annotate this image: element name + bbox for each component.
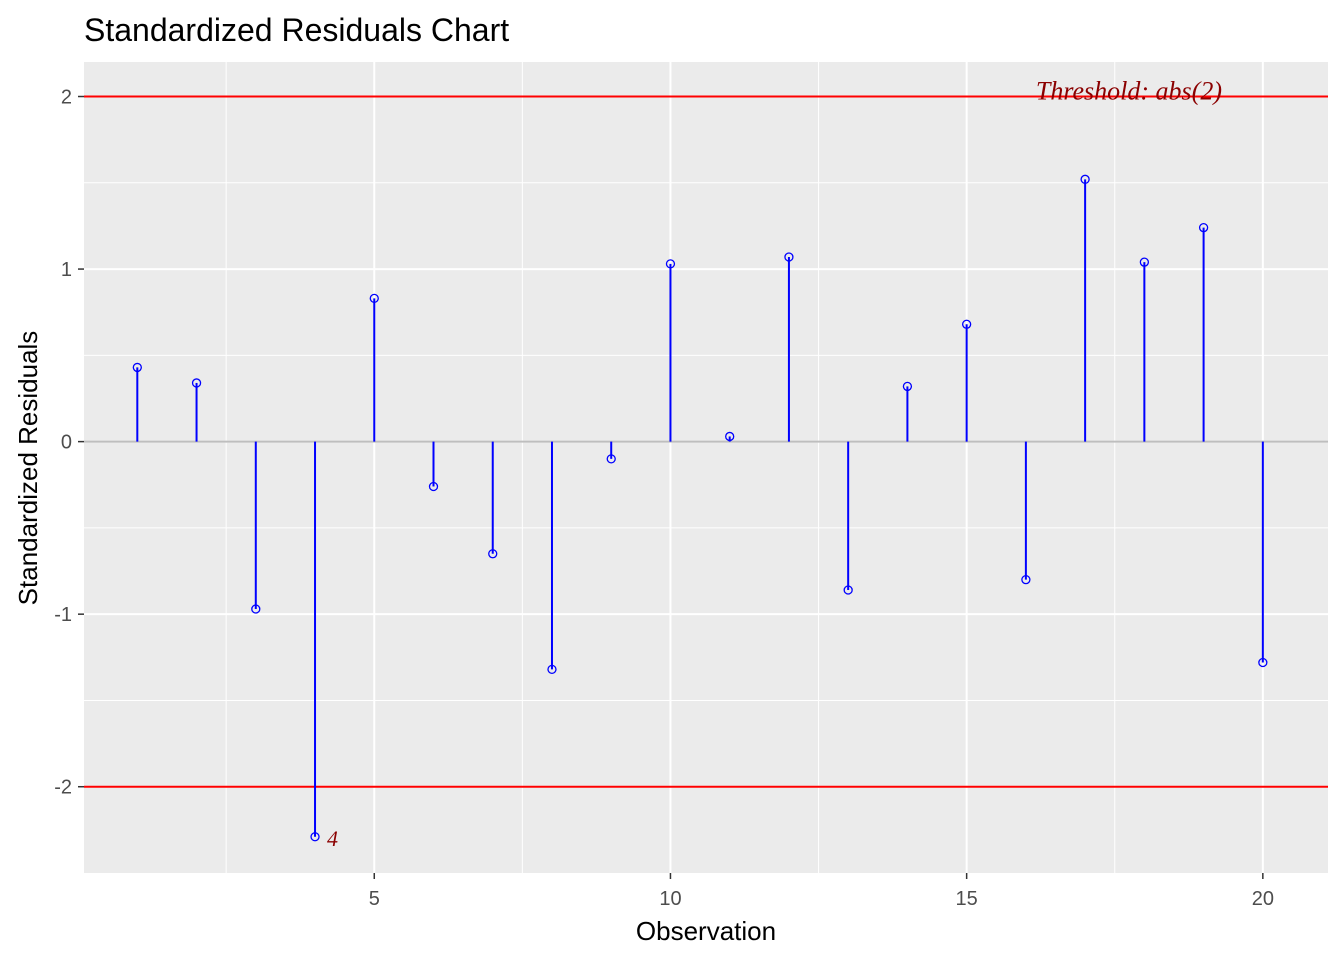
y-axis-ticks: -2 -1 0 1 2 bbox=[54, 87, 84, 799]
x-tick-label: 10 bbox=[659, 888, 681, 910]
y-tick-label: 1 bbox=[61, 259, 72, 281]
y-tick-label: 0 bbox=[61, 432, 72, 454]
chart-title: Standardized Residuals Chart bbox=[84, 12, 509, 48]
residual-point bbox=[1258, 657, 1268, 668]
residual-point bbox=[488, 549, 498, 559]
x-axis-ticks: 5 10 15 20 bbox=[369, 873, 1274, 910]
y-tick-label: -2 bbox=[54, 777, 72, 799]
residual-point bbox=[961, 319, 972, 329]
y-tick-label: -1 bbox=[54, 604, 72, 626]
x-axis-label: Observation bbox=[636, 916, 776, 946]
residual-point bbox=[428, 481, 439, 492]
residual-point bbox=[132, 362, 142, 373]
outlier-label: 4 bbox=[327, 826, 338, 851]
residual-point bbox=[310, 832, 320, 842]
residual-point bbox=[1021, 575, 1031, 585]
residual-point bbox=[191, 378, 202, 388]
x-tick-label: 5 bbox=[369, 888, 380, 910]
reference-lines bbox=[84, 95, 1328, 788]
residual-point bbox=[902, 381, 913, 392]
residual-point bbox=[251, 604, 261, 614]
residual-point bbox=[843, 585, 853, 595]
annotations: Threshold: abs(2) 4 bbox=[327, 77, 1222, 851]
stems bbox=[136, 179, 1264, 837]
residual-point bbox=[1139, 257, 1150, 267]
residual-point bbox=[1080, 174, 1090, 184]
residual-point bbox=[369, 293, 379, 304]
plot-panel bbox=[84, 62, 1328, 873]
residual-point bbox=[725, 431, 735, 442]
residual-point bbox=[784, 252, 794, 262]
residual-point bbox=[1198, 223, 1209, 233]
x-tick-label: 20 bbox=[1252, 888, 1274, 910]
residual-point bbox=[547, 664, 557, 675]
y-tick-label: 2 bbox=[61, 87, 72, 109]
y-axis-label: Standardized Residuals bbox=[13, 331, 43, 606]
x-tick-label: 15 bbox=[956, 888, 978, 910]
residual-point bbox=[606, 454, 616, 464]
residual-point bbox=[665, 259, 676, 269]
points bbox=[132, 174, 1268, 842]
threshold-label: Threshold: abs(2) bbox=[1036, 77, 1222, 106]
